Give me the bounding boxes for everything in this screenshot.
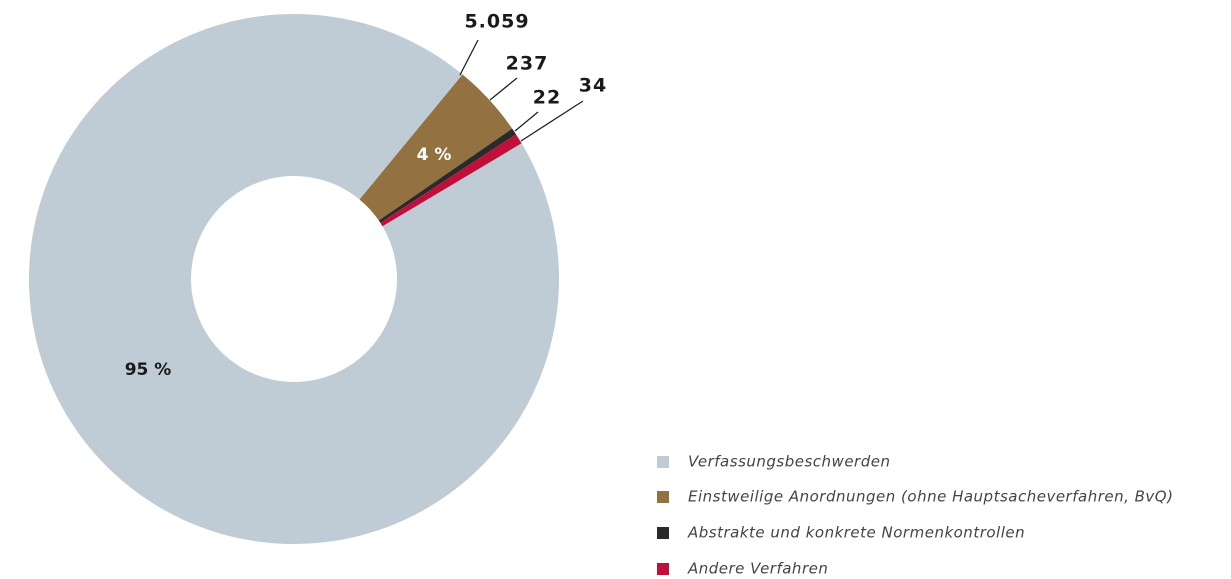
donut-segment xyxy=(359,74,513,221)
legend-label: Verfassungsbeschwerden xyxy=(688,453,890,471)
leader-line xyxy=(489,77,518,101)
value-label: 5.059 xyxy=(464,11,529,33)
donut-segment xyxy=(380,134,522,227)
legend-swatch xyxy=(657,527,669,539)
legend-swatch xyxy=(657,491,669,503)
legend-swatch xyxy=(657,563,669,575)
donut-segment xyxy=(378,128,517,223)
legend-label: Andere Verfahren xyxy=(687,560,828,578)
donut-segment xyxy=(28,13,559,544)
leader-line xyxy=(520,100,584,142)
legend-label: Abstrakte und konkrete Normenkontrollen xyxy=(687,524,1025,542)
value-label: 22 xyxy=(533,87,561,109)
leader-line xyxy=(514,111,539,132)
legend-swatch xyxy=(657,456,669,468)
percent-label: 95 % xyxy=(125,360,172,380)
leader-line xyxy=(459,39,479,76)
legend-label: Einstweilige Anordnungen (ohne Hauptsach… xyxy=(688,488,1173,506)
value-label: 237 xyxy=(506,53,549,75)
value-label: 34 xyxy=(579,75,607,97)
percent-label: 4 % xyxy=(417,145,452,165)
